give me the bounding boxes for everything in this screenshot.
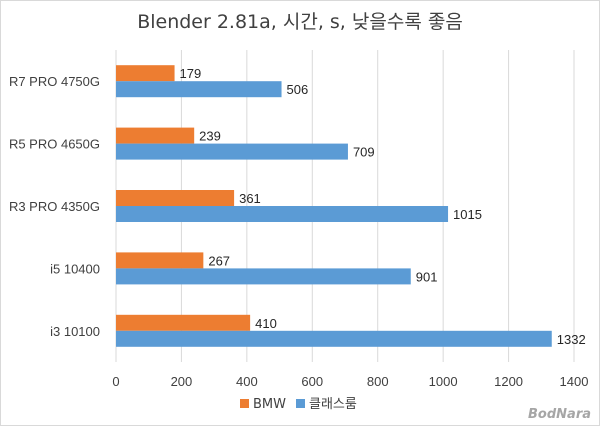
data-label: 1332 — [557, 332, 586, 347]
category-label: R3 PRO 4350G — [9, 199, 100, 214]
bar-classroom — [116, 143, 348, 160]
bar-classroom — [116, 81, 282, 98]
data-label: 410 — [255, 316, 277, 331]
bar-classroom — [116, 268, 411, 285]
bar-classroom — [116, 206, 449, 222]
x-tick-label: 400 — [236, 374, 258, 389]
data-label: 709 — [353, 145, 375, 160]
legend-label: 클래스룸 — [309, 397, 357, 412]
bar-bmw — [116, 65, 175, 82]
data-label: 239 — [199, 129, 221, 144]
bars: 179 506 239 709 361 1015 267 901 410 1332 — [116, 65, 586, 347]
data-label: 901 — [416, 269, 438, 284]
category-label: R7 PRO 4750G — [9, 74, 100, 89]
category-label: i3 10100 — [50, 324, 100, 339]
category-labels: R7 PRO 4750G R5 PRO 4650G R3 PRO 4350G i5 1… — [9, 74, 100, 339]
x-tick-label: 800 — [367, 374, 389, 389]
watermark-logo: BodNara — [528, 407, 591, 422]
x-tick-label: 200 — [171, 374, 193, 389]
legend-swatch — [240, 399, 249, 408]
category-label: R5 PRO 4650G — [9, 137, 100, 152]
bar-bmw — [116, 190, 235, 206]
x-tick-label: 0 — [112, 374, 119, 389]
data-label: 1015 — [453, 207, 482, 222]
chart-title: Blender 2.81a, 시간, s, 낮을수록 좋음 — [137, 11, 463, 33]
legend: BMW 클래스룸 — [240, 397, 357, 412]
data-label: 506 — [287, 82, 309, 97]
data-label: 361 — [239, 191, 261, 206]
x-tick-label: 1200 — [494, 374, 523, 389]
x-tick-label: 600 — [301, 374, 323, 389]
bar-bmw — [116, 314, 251, 331]
data-label: 179 — [180, 66, 202, 81]
x-tick-label: 1400 — [560, 374, 589, 389]
data-label: 267 — [208, 253, 230, 268]
bar-bmw — [116, 127, 195, 144]
legend-swatch — [296, 399, 305, 408]
legend-label: BMW — [253, 397, 286, 412]
bar-bmw — [116, 252, 204, 269]
bar-classroom — [116, 330, 552, 347]
x-tick-labels: 0 200 400 600 800 1000 1200 1400 — [112, 374, 588, 389]
x-tick-label: 1000 — [429, 374, 458, 389]
category-label: i5 10400 — [50, 261, 100, 276]
